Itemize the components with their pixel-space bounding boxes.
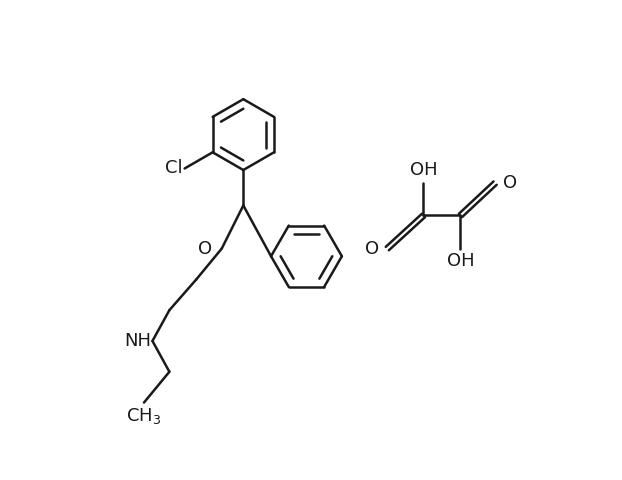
Text: OH: OH	[447, 252, 474, 270]
Text: Cl: Cl	[165, 159, 182, 178]
Text: O: O	[366, 240, 379, 258]
Text: O: O	[503, 174, 517, 192]
Text: NH: NH	[124, 332, 151, 350]
Text: OH: OH	[410, 161, 437, 179]
Text: O: O	[198, 240, 212, 258]
Text: CH$_3$: CH$_3$	[126, 407, 162, 426]
